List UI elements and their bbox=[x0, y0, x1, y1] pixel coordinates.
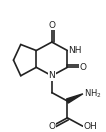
Polygon shape bbox=[67, 94, 83, 103]
Text: O: O bbox=[48, 122, 55, 131]
Text: NH: NH bbox=[68, 46, 82, 55]
Text: N: N bbox=[48, 71, 55, 80]
Text: O: O bbox=[48, 21, 55, 30]
Text: O: O bbox=[79, 63, 86, 72]
Text: OH: OH bbox=[84, 122, 98, 131]
Text: NH$_2$: NH$_2$ bbox=[84, 88, 102, 100]
